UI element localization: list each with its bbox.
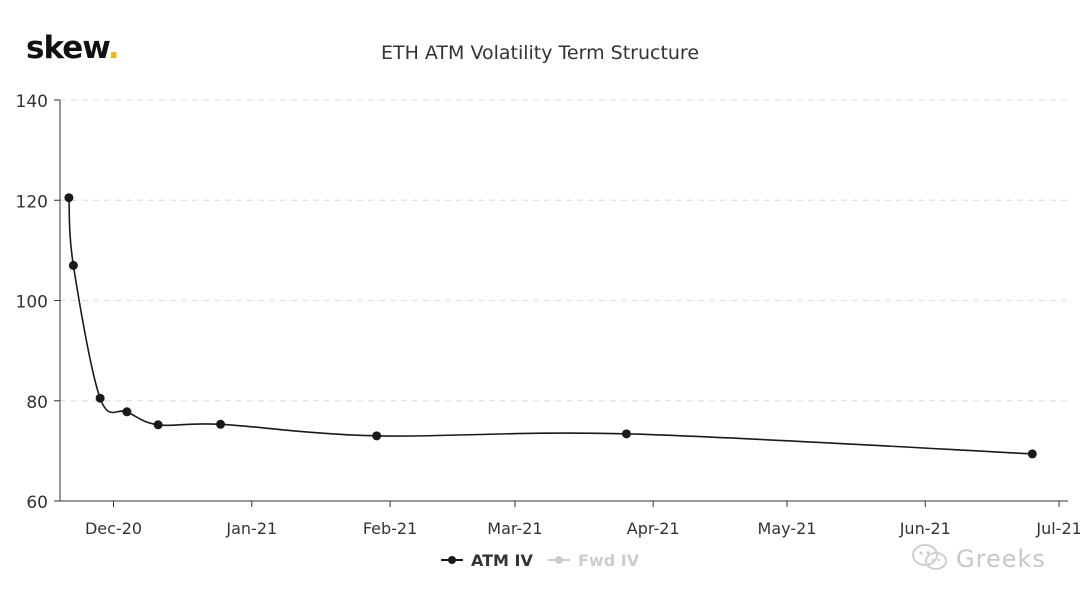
data-point: [68, 260, 78, 270]
legend-label: Fwd IV: [578, 551, 640, 570]
y-tick-label: 140: [16, 92, 48, 112]
series-layer: [64, 193, 1037, 459]
x-tick-label: Mar-21: [487, 519, 542, 538]
x-tick-label: Dec-20: [85, 519, 142, 538]
brand-logo: skew.: [26, 30, 120, 66]
data-point: [122, 407, 132, 417]
legend[interactable]: ATM IV Fwd IV: [441, 551, 640, 570]
brand-dot: .: [107, 30, 120, 66]
x-tick-label: Feb-21: [363, 519, 417, 538]
y-tick-label: 60: [26, 493, 48, 513]
wechat-icon: [910, 542, 950, 576]
x-tick-label: May-21: [758, 519, 817, 538]
data-point: [153, 420, 163, 430]
data-point: [95, 393, 105, 403]
data-point: [1027, 449, 1037, 459]
legend-marker: [448, 556, 456, 564]
data-point: [372, 431, 382, 441]
legend-item-fwd-iv[interactable]: Fwd IV: [548, 551, 640, 570]
watermark: Greeks: [910, 542, 1046, 576]
data-point: [621, 429, 631, 439]
data-point: [216, 419, 226, 429]
y-tick-label: 80: [26, 393, 48, 413]
y-tick-label: 120: [16, 192, 48, 212]
data-point: [64, 193, 74, 203]
legend-marker: [555, 556, 563, 564]
brand-name: skew: [26, 30, 109, 66]
legend-label: ATM IV: [471, 551, 534, 570]
x-tick-label: Jul-21: [1035, 519, 1080, 538]
grid-lines: [60, 99, 1068, 402]
watermark-text: Greeks: [956, 545, 1046, 573]
x-tick-label: Apr-21: [627, 519, 680, 538]
y-tick-label: 100: [16, 293, 48, 313]
series-line-atm-iv: [68, 197, 1033, 455]
x-tick-label: Jun-21: [899, 519, 951, 538]
legend-item-atm-iv[interactable]: ATM IV: [441, 551, 534, 570]
axes: 60 80 100 120 140 Dec-20 Jan-21 Feb-21 Mar-21 Apr…: [16, 92, 1080, 538]
x-tick-label: Jan-21: [225, 519, 277, 538]
chart-title: ETH ATM Volatility Term Structure: [381, 42, 699, 64]
